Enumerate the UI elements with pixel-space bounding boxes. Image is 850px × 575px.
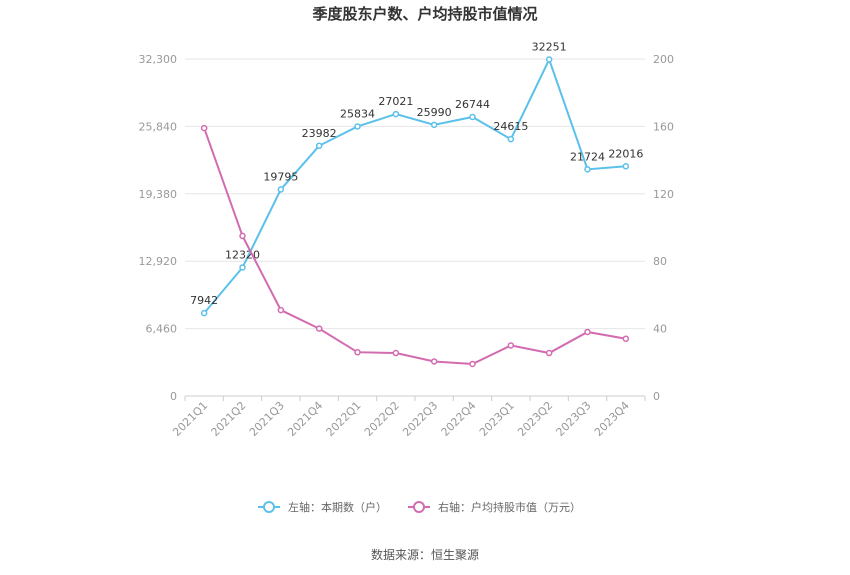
series-line-1 xyxy=(203,56,626,314)
legend-label: 左轴：本期数（户） xyxy=(288,500,387,514)
series-1-point xyxy=(239,264,246,271)
legend-marker xyxy=(263,501,275,513)
x-tick-label: 2021Q4 xyxy=(285,399,325,439)
left-tick-label: 25,840 xyxy=(139,120,178,133)
legend-label: 右轴：户均持股市值（万元） xyxy=(438,500,581,514)
data-label: 24615 xyxy=(493,120,528,133)
left-tick-label: 19,380 xyxy=(139,188,178,201)
x-tick-label: 2023Q1 xyxy=(477,399,517,439)
series-1-point xyxy=(545,56,553,63)
legend[interactable]: 左轴：本期数（户） 右轴：户均持股市值（万元） xyxy=(258,500,581,514)
data-label: 22016 xyxy=(608,147,643,160)
right-tick-label: 0 xyxy=(653,390,660,403)
data-label: 32251 xyxy=(532,41,567,54)
series-2-point xyxy=(545,349,553,357)
data-label: 19795 xyxy=(263,170,298,183)
series-1-point xyxy=(315,142,323,150)
data-label: 25990 xyxy=(417,106,452,119)
x-tick-label: 2023Q2 xyxy=(515,399,555,439)
series-1-point xyxy=(392,110,400,118)
legend-item-1[interactable]: 左轴：本期数（户） xyxy=(258,500,387,514)
left-tick-label: 32,300 xyxy=(139,53,178,66)
left-tick-label: 6,460 xyxy=(146,323,178,336)
series-2-point xyxy=(239,232,246,240)
series-group: 7942123201979523982258342702125990267442… xyxy=(190,41,643,368)
left-tick-label: 12,920 xyxy=(139,255,178,268)
x-tick-label: 2023Q4 xyxy=(592,399,632,439)
x-tick-label: 2022Q1 xyxy=(324,399,364,439)
right-tick-label: 160 xyxy=(653,120,674,133)
legend-item-2[interactable]: 右轴：户均持股市值（万元） xyxy=(408,500,581,514)
series-2-point xyxy=(507,342,515,349)
data-label: 21724 xyxy=(570,150,605,163)
series-1-point xyxy=(507,135,515,143)
series-1-point xyxy=(277,186,285,193)
series-1-point xyxy=(200,309,208,317)
series-1-point xyxy=(354,123,361,130)
x-tick-label: 2023Q3 xyxy=(554,399,594,439)
series-2-point xyxy=(354,348,361,356)
right-tick-label: 200 xyxy=(653,53,674,66)
data-label: 27021 xyxy=(378,95,413,108)
data-label: 23982 xyxy=(302,127,337,140)
grid xyxy=(185,58,645,397)
x-tick-label: 2021Q2 xyxy=(209,399,249,439)
x-axis-ticks: 2021Q12021Q22021Q32021Q42022Q12022Q22022… xyxy=(170,396,646,439)
x-tick-label: 2021Q3 xyxy=(247,399,287,439)
right-tick-label: 120 xyxy=(653,188,674,201)
right-tick-label: 40 xyxy=(653,323,667,336)
data-label: 26744 xyxy=(455,98,490,111)
series-2-point xyxy=(430,358,438,365)
x-tick-label: 2021Q1 xyxy=(170,399,210,439)
series-2-point xyxy=(277,306,285,314)
series-1-point xyxy=(622,163,630,170)
series-2-point xyxy=(200,124,208,132)
x-tick-label: 2022Q4 xyxy=(439,399,479,439)
left-axis-ticks: 0 6,460 12,920 19,380 25,840 32,300 xyxy=(139,53,178,403)
chart-title: 季度股东户数、户均持股市值情况 xyxy=(312,5,537,23)
left-tick-label: 0 xyxy=(170,390,177,403)
series-2-point xyxy=(622,335,630,342)
series-1-point xyxy=(469,113,476,121)
series-2-point xyxy=(584,328,591,336)
data-label: 7942 xyxy=(190,294,218,307)
right-axis-ticks: 0 40 80 120 160 200 xyxy=(653,53,674,403)
right-tick-label: 80 xyxy=(653,255,667,268)
series-1-point xyxy=(584,166,591,173)
series-2-point xyxy=(315,325,323,332)
legend-marker xyxy=(413,501,425,513)
series-2-point xyxy=(392,349,400,357)
series-line-2 xyxy=(203,127,627,366)
series-2-point xyxy=(469,360,476,368)
data-label: 25834 xyxy=(340,107,375,120)
source-note: 数据来源：恒生聚源 xyxy=(371,547,479,562)
x-tick-label: 2022Q2 xyxy=(362,399,402,439)
x-tick-label: 2022Q3 xyxy=(400,399,440,439)
series-1-point xyxy=(430,121,438,129)
